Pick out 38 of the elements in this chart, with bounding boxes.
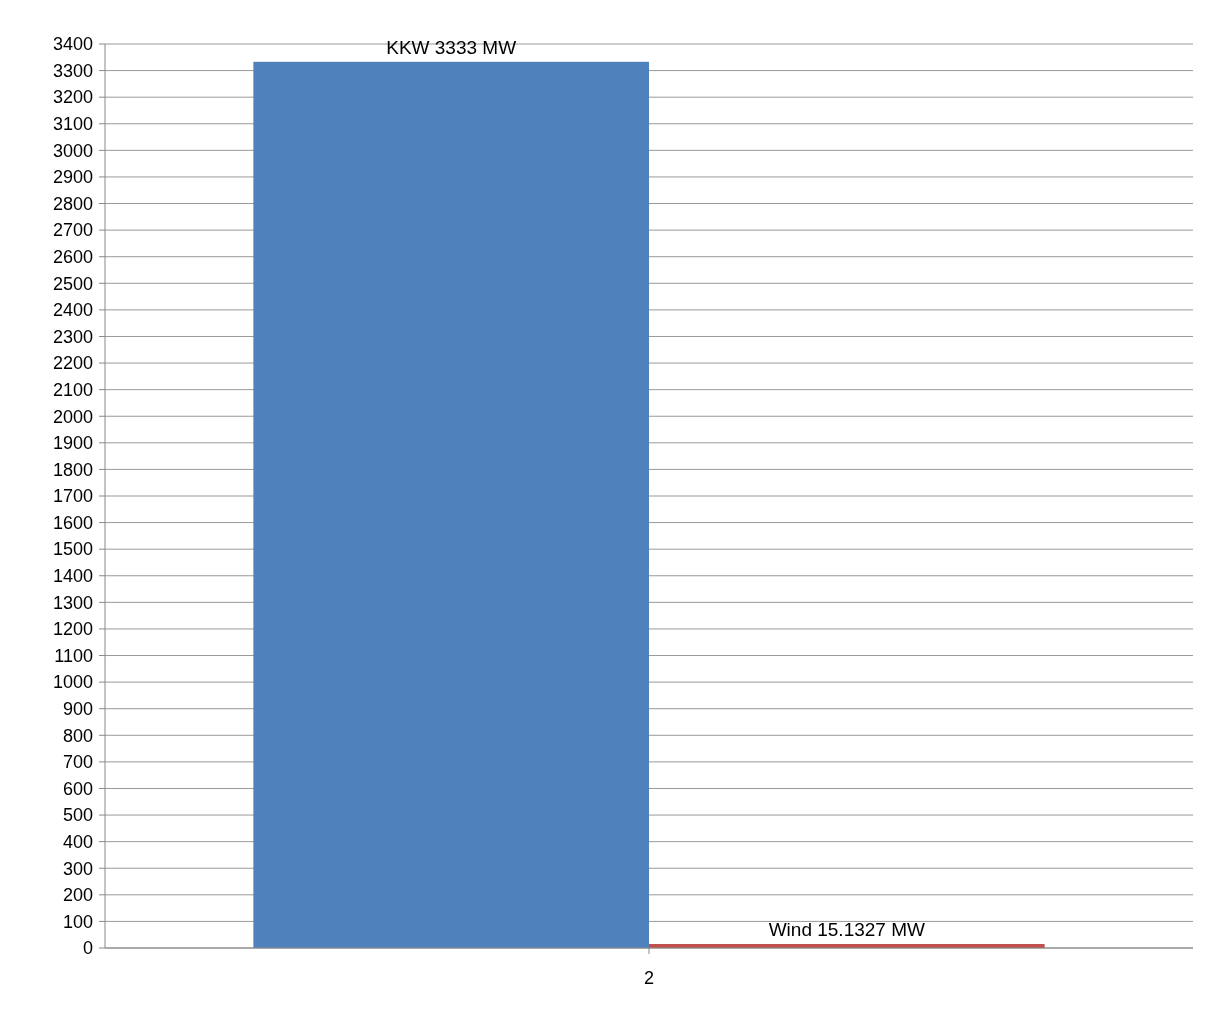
y-tick-label: 2400 (52, 300, 93, 321)
y-tick-label: 2800 (52, 193, 93, 214)
y-tick-label: 500 (62, 805, 93, 826)
y-tick-label: 3400 (52, 34, 93, 55)
x-tick-label: 2 (643, 968, 655, 988)
y-tick-label: 1300 (52, 592, 93, 613)
y-tick-label: 1000 (52, 672, 93, 693)
y-tick-label: 1600 (52, 512, 93, 533)
y-tick-label: 2500 (52, 273, 93, 294)
y-tick-label: 800 (62, 725, 93, 746)
y-tick-label: 700 (62, 752, 93, 773)
y-tick-label: 0 (82, 938, 93, 959)
y-tick-label: 900 (62, 699, 93, 720)
y-tick-label: 2300 (52, 326, 93, 347)
y-tick-label: 300 (62, 858, 93, 879)
y-tick-label: 2700 (52, 220, 93, 241)
y-tick-label: 2900 (52, 167, 93, 188)
y-tick-label: 1800 (52, 459, 93, 480)
y-tick-label: 3000 (52, 140, 93, 161)
y-tick-label: 3300 (52, 60, 93, 81)
y-tick-label: 200 (62, 885, 93, 906)
y-tick-label: 1500 (52, 539, 93, 560)
y-tick-label: 3200 (52, 87, 93, 108)
y-tick-label: 2200 (52, 353, 93, 374)
y-tick-label: 1400 (52, 566, 93, 587)
y-tick-label: 2100 (52, 379, 93, 400)
text: KKW 3333 MW (386, 36, 517, 58)
y-tick-label: 3100 (52, 114, 93, 135)
text: Wind 15.1327 MW (768, 918, 925, 940)
y-tick-label: 400 (62, 831, 93, 852)
y-tick-label: 1900 (52, 433, 93, 454)
y-tick-label: 100 (62, 911, 93, 932)
y-tick-label: 2600 (52, 247, 93, 268)
y-tick-label: 1700 (52, 486, 93, 507)
y-tick-label: 1200 (52, 619, 93, 640)
y-tick-label: 2000 (52, 406, 93, 427)
y-tick-label: 1100 (54, 645, 93, 666)
y-tick-label: 600 (62, 778, 93, 799)
